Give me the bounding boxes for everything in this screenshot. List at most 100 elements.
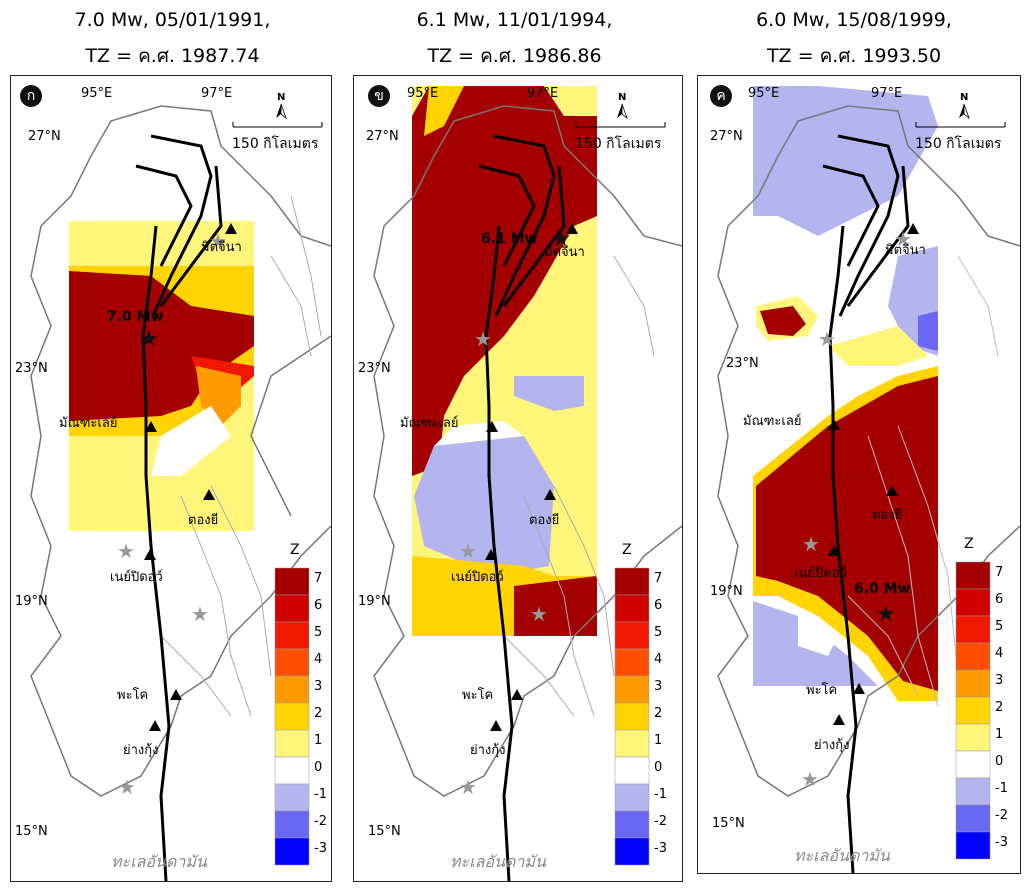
colorbar-swatch: [955, 615, 991, 644]
map-a-graphics: ★ ★ ★ ★ ★: [30, 103, 331, 881]
city-bago: พะโค: [806, 683, 838, 698]
colorbar-tick-label: 3: [314, 679, 323, 694]
epicenter-star: ★: [117, 539, 135, 563]
map-b-graphics: ★ ★ ★ ★ ★: [373, 86, 682, 881]
city-triangle: [828, 419, 840, 430]
colorbar-tick-label: -1: [995, 781, 1008, 796]
lat-23-label: 23°N: [726, 356, 759, 371]
colorbar-tick-label: 4: [654, 652, 663, 667]
epicenter-star: ★: [139, 327, 159, 352]
city-mandalay: มัณฑะเลย์: [59, 416, 118, 431]
city-myitkyina: มิตจีนา: [544, 245, 585, 260]
epicenter-star: ★: [802, 532, 820, 556]
faults-gray-b: [503, 255, 655, 717]
lat-27-label: 27°N: [366, 129, 399, 144]
colorbar-tick-label: 2: [995, 700, 1004, 715]
city-yangon: ย่างกุ้ง: [814, 738, 850, 753]
city-myitkyina: มิตจีนา: [885, 243, 926, 258]
city-triangle: [485, 549, 497, 560]
north-arrow-c: [959, 103, 970, 120]
colorbar-swatch: [614, 567, 650, 596]
panel-c-title-line1: 6.0 Mw, 15/08/1999,: [756, 9, 952, 31]
map-panel-b: ★ ★ ★ ★ ★ ข 95°E 97°E 27°N 23°N 19°N 15°…: [353, 75, 683, 882]
north-label: N: [618, 92, 627, 103]
city-naypyidaw: เนย์ปิดอว์: [451, 570, 504, 585]
colorbar-tick-label: -3: [995, 835, 1008, 850]
colorbar-swatch: [274, 729, 310, 758]
colorbar-swatch: [955, 777, 991, 806]
epicenter-star: ★: [530, 602, 548, 626]
colorbar-title: Z: [290, 542, 300, 558]
scale-bar-a: [232, 122, 323, 128]
scale-bar-c: [915, 122, 1006, 128]
sagaing-fault-b: [478, 134, 566, 881]
stress-field-c: [753, 86, 938, 701]
coastline-b: [373, 105, 682, 797]
city-triangle: [144, 549, 156, 560]
sagaing-fault-c: [822, 134, 910, 873]
lat-19-label: 19°N: [15, 594, 48, 609]
city-triangle: [853, 683, 865, 694]
colorbar-tick-label: -2: [314, 814, 327, 829]
colorbar-tick-label: 7: [654, 571, 663, 586]
colorbar-title: Z: [964, 536, 974, 552]
epicenters-a: ★ ★ ★ ★ ★: [117, 229, 227, 799]
colorbar-tick-label: -2: [654, 814, 667, 829]
north-label: N: [277, 92, 286, 103]
colorbar-tick-label: 4: [995, 646, 1004, 661]
colorbar-tick-label: -3: [314, 841, 327, 856]
colorbar-swatch: [955, 831, 991, 860]
colorbar-swatch: [274, 810, 310, 839]
lat-19-label: 19°N: [710, 584, 743, 599]
lat-19-label: 19°N: [358, 594, 391, 609]
epicenters-c: ★ ★ ★ ★ ★: [801, 227, 912, 791]
colorbar-swatch: [274, 621, 310, 650]
epicenter-star: ★: [209, 229, 227, 253]
north-label: N: [960, 92, 969, 103]
scale-label: 150 กิโลเมตร: [915, 136, 1002, 152]
colorbar-swatch: [274, 783, 310, 812]
colorbar-tick-label: 2: [654, 706, 663, 721]
colorbar-swatch: [955, 588, 991, 617]
epicenter-star: ★: [876, 602, 896, 627]
map-c-graphics: ★ ★ ★ ★ ★: [717, 86, 1020, 873]
city-triangle: [490, 720, 502, 731]
colorbar-swatch: [614, 648, 650, 677]
colorbar-b: [614, 567, 650, 866]
city-mandalay: มัณฑะเลย์: [743, 414, 802, 429]
colorbar-tick-label: 0: [995, 754, 1004, 769]
city-triangle: [886, 485, 898, 496]
lon-97-label: 97°E: [527, 86, 559, 101]
lat-15-label: 15°N: [15, 824, 48, 839]
colorbar-swatch: [614, 810, 650, 839]
city-taunggyi: ตองยี: [188, 513, 219, 528]
epicenter-star: ★: [459, 775, 477, 799]
colorbar-swatch: [274, 567, 310, 596]
sea-label: ทะเลอันดามัน: [450, 852, 546, 871]
city-yangon: ย่างกุ้ง: [123, 743, 159, 758]
epicenter-star: ★: [459, 539, 477, 563]
coastline-a: [30, 105, 331, 797]
colorbar-tick-label: 6: [995, 592, 1004, 607]
city-bago: พะโค: [462, 688, 494, 703]
colorbar-tick-label: 3: [995, 673, 1004, 688]
sea-label: ทะเลอันดามัน: [111, 852, 207, 871]
city-markers-a: [144, 223, 237, 731]
stress-field-b: [412, 86, 597, 636]
city-naypyidaw: เนย์ปิดอว์: [794, 566, 847, 581]
colorbar-swatch: [955, 723, 991, 752]
city-mandalay: มัณฑะเลย์: [400, 416, 459, 431]
colorbar-tick-label: 0: [314, 760, 323, 775]
colorbar-tick-label: 5: [654, 625, 663, 640]
colorbar-tick-label: 4: [314, 652, 323, 667]
city-taunggyi: ตองยี: [529, 513, 560, 528]
colorbar-title: Z: [622, 542, 632, 558]
sea-label: ทะเลอันดามัน: [794, 846, 890, 865]
map-panel-a: ★ ★ ★ ★ ★ ก 95°E 97°E 27°N 23°N: [10, 75, 332, 882]
colorbar-tick-label: -3: [654, 841, 667, 856]
epicenter-star: ★: [118, 775, 136, 799]
epicenter-star: ★: [894, 227, 912, 251]
mw-label: 6.0 Mw: [854, 581, 911, 597]
epicenter-star: ★: [191, 602, 209, 626]
city-markers-c: [828, 223, 919, 725]
